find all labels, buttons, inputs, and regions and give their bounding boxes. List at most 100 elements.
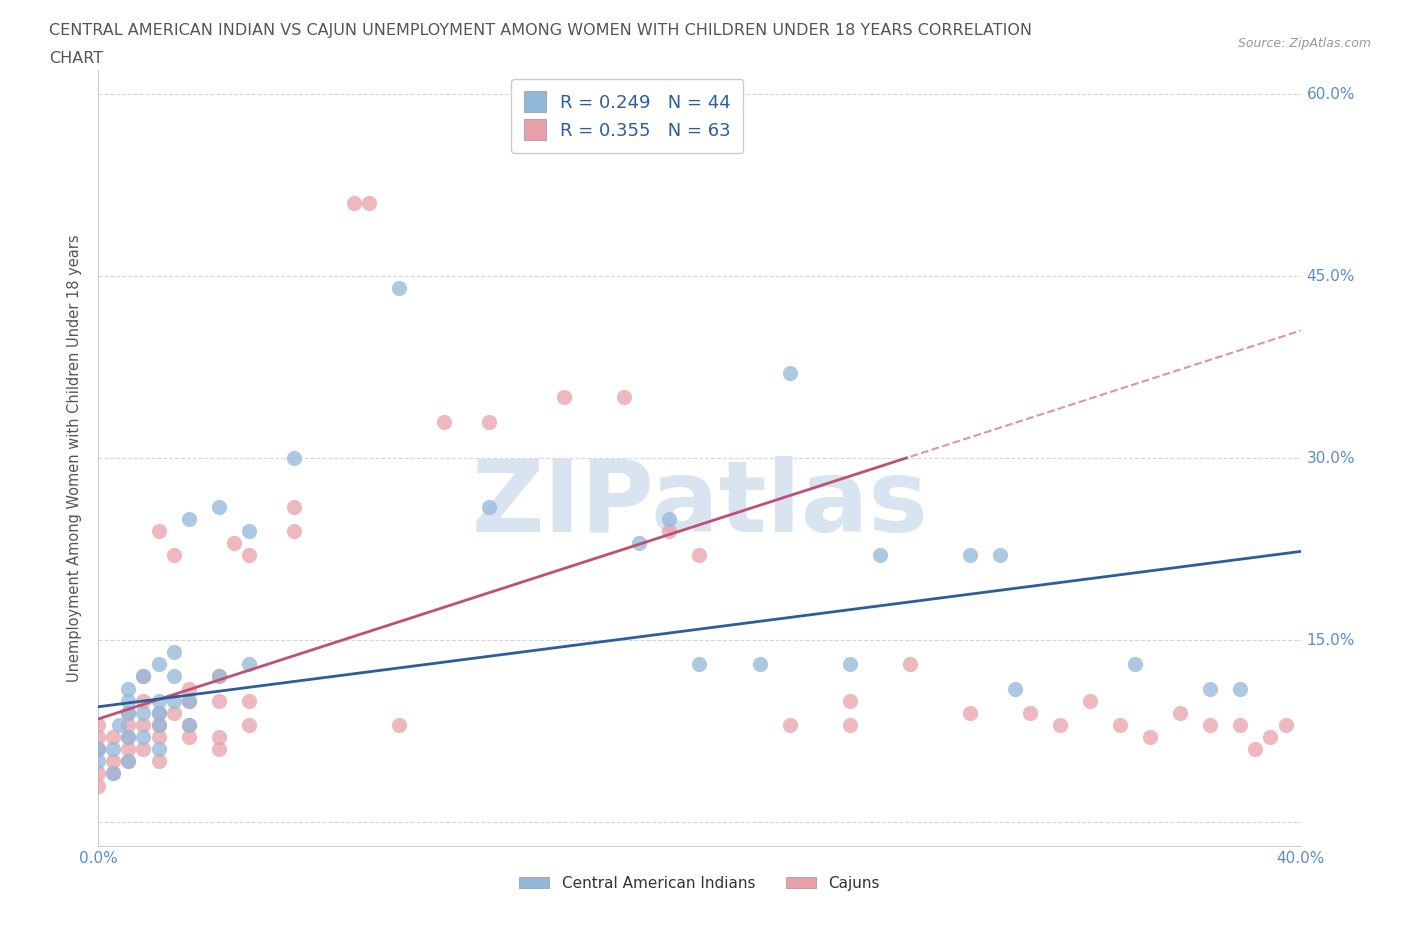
Point (103, 742, 125, 757)
Point (177, 718, 200, 733)
Point (343, 196, 366, 211)
Point (238, 524, 260, 538)
Text: Source: ZipAtlas.com: Source: ZipAtlas.com (1237, 37, 1371, 50)
Point (117, 730, 139, 745)
Point (87, 754, 110, 769)
Point (162, 644, 184, 659)
Point (148, 705, 170, 720)
Point (87, 766, 110, 781)
Point (283, 451, 305, 466)
Point (838, 718, 860, 733)
Point (177, 681, 200, 696)
Point (388, 718, 411, 733)
Point (1199, 718, 1222, 733)
Y-axis label: Unemployment Among Women with Children Under 18 years: Unemployment Among Women with Children U… (67, 234, 83, 682)
Point (1199, 681, 1222, 696)
Point (162, 705, 184, 720)
Point (162, 693, 184, 708)
Point (283, 524, 305, 538)
Text: ZIPatlas: ZIPatlas (471, 456, 928, 553)
Point (162, 669, 184, 684)
Point (658, 524, 681, 538)
Point (988, 548, 1011, 563)
Point (688, 548, 710, 563)
Text: 15.0%: 15.0% (1306, 632, 1355, 647)
Text: CENTRAL AMERICAN INDIAN VS CAJUN UNEMPLOYMENT AMONG WOMEN WITH CHILDREN UNDER 18: CENTRAL AMERICAN INDIAN VS CAJUN UNEMPLO… (49, 23, 1032, 38)
Point (87, 742, 110, 757)
Point (177, 693, 200, 708)
Point (1139, 730, 1161, 745)
Point (208, 669, 231, 684)
Point (688, 657, 710, 671)
Point (148, 742, 170, 757)
Point (177, 512, 200, 526)
Point (117, 742, 139, 757)
Point (238, 693, 260, 708)
Point (208, 693, 231, 708)
Text: 45.0%: 45.0% (1306, 269, 1355, 284)
Point (117, 754, 139, 769)
Point (838, 657, 860, 671)
Point (103, 754, 125, 769)
Point (208, 669, 231, 684)
Point (162, 548, 184, 563)
Point (132, 669, 155, 684)
Point (87, 742, 110, 757)
Point (208, 499, 231, 514)
Point (117, 730, 139, 745)
Point (148, 754, 170, 769)
Point (148, 718, 170, 733)
Point (898, 657, 921, 671)
Point (1123, 657, 1146, 671)
Point (117, 693, 139, 708)
Point (208, 742, 231, 757)
Text: CHART: CHART (49, 51, 103, 66)
Text: 60.0%: 60.0% (1306, 86, 1355, 101)
Point (478, 414, 501, 429)
Point (1004, 681, 1026, 696)
Point (779, 365, 801, 380)
Point (1109, 718, 1132, 733)
Point (748, 657, 770, 671)
Point (238, 548, 260, 563)
Point (613, 390, 636, 405)
Point (208, 730, 231, 745)
Point (238, 657, 260, 671)
Point (1260, 730, 1282, 745)
Point (1274, 718, 1296, 733)
Point (148, 730, 170, 745)
Point (87, 778, 110, 793)
Point (838, 693, 860, 708)
Point (177, 718, 200, 733)
Point (148, 693, 170, 708)
Point (132, 730, 155, 745)
Point (108, 718, 131, 733)
Point (103, 766, 125, 781)
Point (132, 705, 155, 720)
Point (117, 718, 139, 733)
Point (148, 718, 170, 733)
Point (117, 705, 139, 720)
Point (283, 499, 305, 514)
Point (238, 718, 260, 733)
Point (959, 705, 981, 720)
Point (1019, 705, 1042, 720)
Point (87, 730, 110, 745)
Point (869, 548, 891, 563)
Point (433, 414, 456, 429)
Point (658, 512, 681, 526)
Point (1229, 718, 1251, 733)
Point (87, 718, 110, 733)
Point (148, 524, 170, 538)
Point (959, 548, 981, 563)
Point (222, 536, 245, 551)
Point (177, 693, 200, 708)
Point (148, 705, 170, 720)
Point (1244, 742, 1267, 757)
Point (103, 730, 125, 745)
Text: 30.0%: 30.0% (1306, 450, 1355, 466)
Point (553, 390, 575, 405)
Point (117, 705, 139, 720)
Point (148, 657, 170, 671)
Point (628, 536, 651, 551)
